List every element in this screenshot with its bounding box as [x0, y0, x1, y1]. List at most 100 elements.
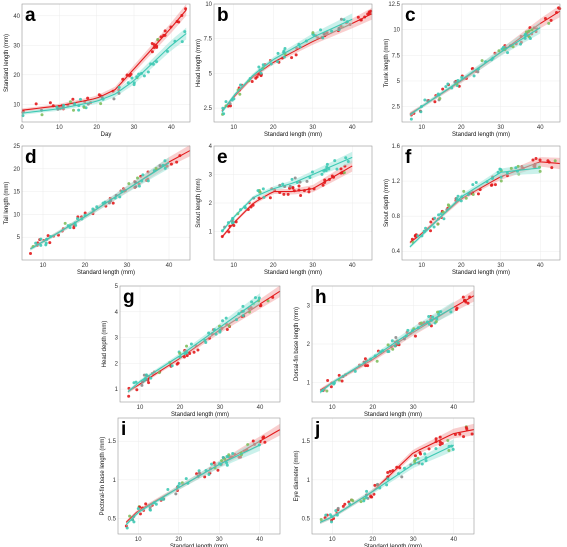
data-point-red	[297, 184, 301, 188]
data-point-teal	[261, 63, 265, 67]
data-point-teal	[174, 492, 178, 496]
data-point-teal	[346, 160, 350, 164]
data-point-red	[266, 299, 270, 303]
data-point-teal	[132, 381, 136, 385]
data-point-red	[367, 10, 371, 14]
data-point-red	[185, 354, 189, 358]
y-tick-label: 1.6	[392, 144, 401, 150]
panel-letter: j	[314, 419, 320, 440]
data-point-teal	[34, 241, 38, 245]
plot-frame	[117, 417, 281, 535]
data-point-teal	[530, 28, 534, 32]
data-point-red	[364, 364, 368, 368]
data-point-teal	[68, 226, 72, 230]
data-point-teal	[427, 322, 431, 326]
data-point-teal	[528, 36, 532, 40]
data-point-teal	[207, 473, 211, 477]
data-point-teal	[446, 82, 450, 86]
data-point-teal	[386, 350, 390, 354]
data-point-red	[388, 469, 392, 473]
data-point-teal	[282, 49, 286, 53]
data-point-teal	[73, 102, 77, 106]
data-point-teal	[259, 71, 263, 75]
data-point-teal	[239, 83, 243, 87]
data-point-red	[150, 50, 154, 54]
data-point-teal	[256, 189, 260, 193]
data-point-red	[86, 96, 90, 100]
data-point-teal	[344, 156, 348, 160]
data-point-teal	[76, 217, 80, 221]
data-point-red	[462, 435, 466, 439]
data-point-red	[493, 183, 497, 187]
data-point-red	[480, 59, 484, 63]
x-tick-label: 20	[458, 125, 465, 131]
x-tick-label: 30	[410, 405, 417, 411]
x-tick-label: 30	[124, 263, 131, 269]
data-point-teal	[230, 221, 234, 225]
data-point-teal	[390, 339, 394, 343]
data-point-red	[282, 192, 286, 196]
data-point-red	[150, 41, 154, 45]
data-point-teal	[402, 337, 406, 341]
data-point-teal	[499, 175, 503, 179]
data-point-teal	[183, 30, 187, 34]
data-point-teal	[130, 76, 134, 80]
confidence-band-red	[221, 7, 372, 113]
data-point-teal	[509, 166, 513, 170]
data-point-teal	[394, 335, 398, 339]
data-point-teal	[204, 340, 208, 344]
data-point-teal	[423, 98, 427, 102]
data-point-teal	[438, 96, 442, 100]
data-point-teal	[321, 36, 325, 40]
panel-letter: a	[25, 5, 36, 26]
data-point-teal	[506, 51, 510, 55]
data-point-teal	[40, 113, 44, 117]
y-tick-label: 5	[397, 79, 401, 85]
panel-c: 10 20 30 40 2.5 5 7.5 10 12.5 Standard length (mm…	[384, 2, 562, 138]
data-point-teal	[400, 475, 404, 479]
data-point-teal	[224, 100, 228, 104]
data-point-red	[329, 385, 333, 389]
confidence-band-red	[409, 157, 560, 245]
data-point-teal	[170, 364, 174, 368]
data-point-red	[175, 362, 179, 366]
x-axis-label: Standard length (mm)	[364, 544, 422, 547]
data-point-teal	[311, 31, 315, 35]
data-point-red	[373, 483, 377, 487]
y-tick-label: 0.5	[302, 517, 311, 523]
data-point-teal	[221, 319, 225, 323]
data-point-teal	[262, 195, 266, 199]
data-point-teal	[310, 170, 314, 174]
x-tick-label: 20	[177, 405, 184, 411]
panel-letter: e	[217, 147, 228, 168]
data-point-teal	[241, 314, 245, 318]
data-point-teal	[158, 164, 162, 168]
y-axis-label: Tail length (mm)	[4, 182, 10, 225]
data-point-red	[455, 306, 459, 310]
x-tick-label: 20	[270, 263, 277, 269]
data-point-red	[48, 241, 52, 245]
data-point-red	[259, 303, 263, 307]
data-point-teal	[269, 62, 273, 66]
y-tick-label: 0.8	[392, 214, 401, 220]
data-point-teal	[185, 344, 189, 348]
data-point-teal	[416, 234, 420, 238]
data-point-teal	[527, 29, 531, 33]
x-tick-label: 20	[270, 125, 277, 131]
y-tick-label: 20	[13, 73, 20, 79]
trend-line-teal	[319, 444, 454, 523]
plot-frame	[21, 145, 191, 261]
data-point-teal	[82, 105, 86, 109]
y-tick-label: 1	[307, 478, 311, 484]
data-point-teal	[471, 193, 475, 197]
data-point-teal	[207, 331, 211, 335]
data-point-teal	[221, 455, 225, 459]
data-point-red	[29, 252, 33, 256]
plot-frame	[311, 417, 475, 535]
plot-frame	[119, 285, 281, 403]
y-tick-label: 0.5	[108, 517, 117, 523]
data-point-teal	[39, 237, 43, 241]
data-point-red	[46, 234, 50, 238]
x-tick-label: 40	[537, 263, 544, 269]
panel-j: 10 20 30 40 0.5 1 1.5 Standard length (mm) Eye d…	[294, 417, 475, 547]
